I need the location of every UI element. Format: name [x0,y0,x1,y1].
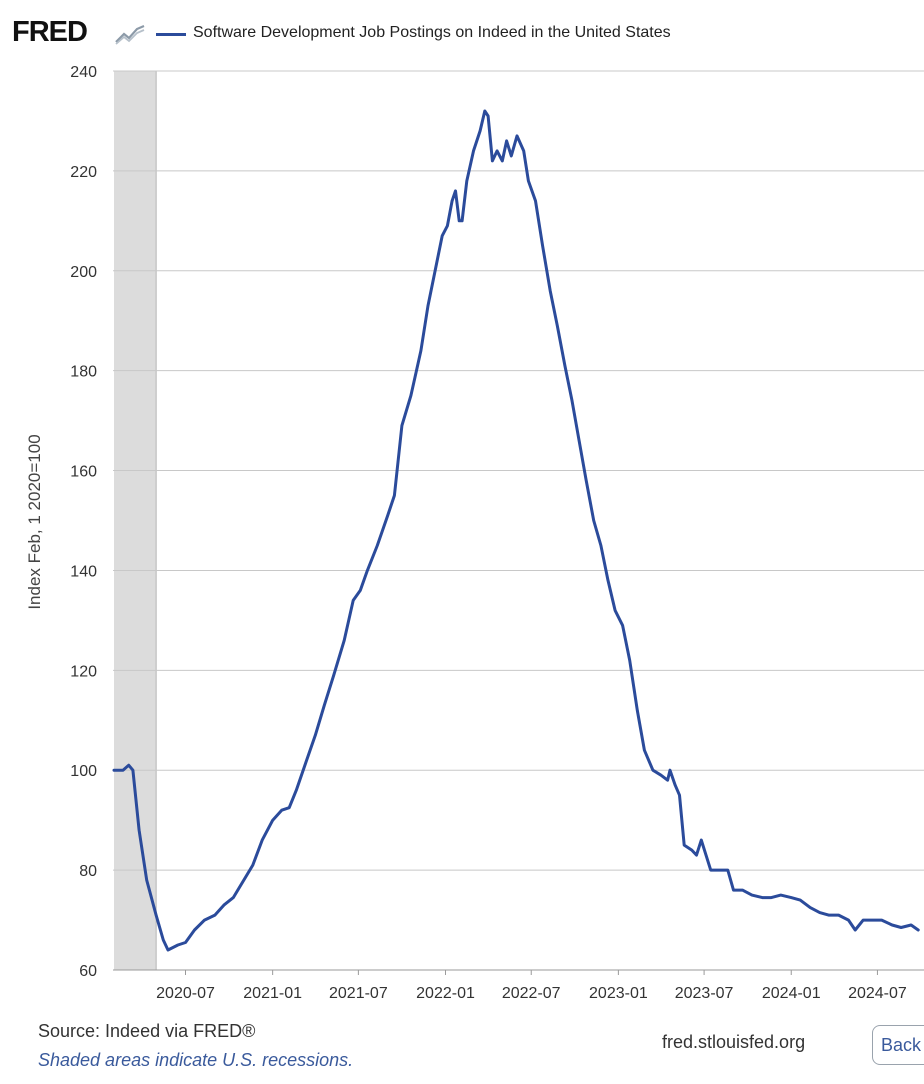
y-tick-label: 200 [70,264,97,281]
recession-note: Shaded areas indicate U.S. recessions. [38,1050,354,1070]
y-tick-label: 220 [70,164,97,181]
x-tick-label: 2022-07 [502,985,561,1002]
y-tick-label: 80 [79,863,97,880]
line-chart: 60 80 100 120 140 160 180 200 220 240 2020-07 2021-… [25,64,924,1002]
y-tick-label: 60 [79,963,97,980]
y-tick-label: 240 [70,64,97,81]
y-tick-label: 180 [70,364,97,381]
site-link[interactable]: fred.stlouisfed.org [662,1032,806,1052]
series-line [112,109,920,952]
y-tick-label: 100 [70,763,97,780]
fred-graph-icon [115,24,145,45]
back-button[interactable]: Back [872,1025,924,1065]
x-tick-label: 2021-01 [243,985,302,1002]
legend-line-swatch [156,33,186,36]
y-tick-label: 160 [70,464,97,481]
x-tick-label: 2022-01 [416,985,475,1002]
source-text: Source: Indeed via FRED® [38,1021,256,1041]
x-tick-label: 2020-07 [156,985,215,1002]
x-tick-label: 2024-01 [762,985,821,1002]
fred-logo[interactable]: FRED [12,16,88,48]
x-tick-label: 2024-07 [848,985,907,1002]
y-axis-label: Index Feb, 1 2020=100 [25,434,44,609]
y-tick-label: 120 [70,663,97,680]
recession-band [114,71,157,970]
x-tick-label: 2021-07 [329,985,388,1002]
x-tick-label: 2023-07 [675,985,734,1002]
y-tick-label: 140 [70,563,97,580]
chart-title: Software Development Job Postings on Ind… [193,24,671,41]
x-tick-label: 2023-01 [589,985,648,1002]
